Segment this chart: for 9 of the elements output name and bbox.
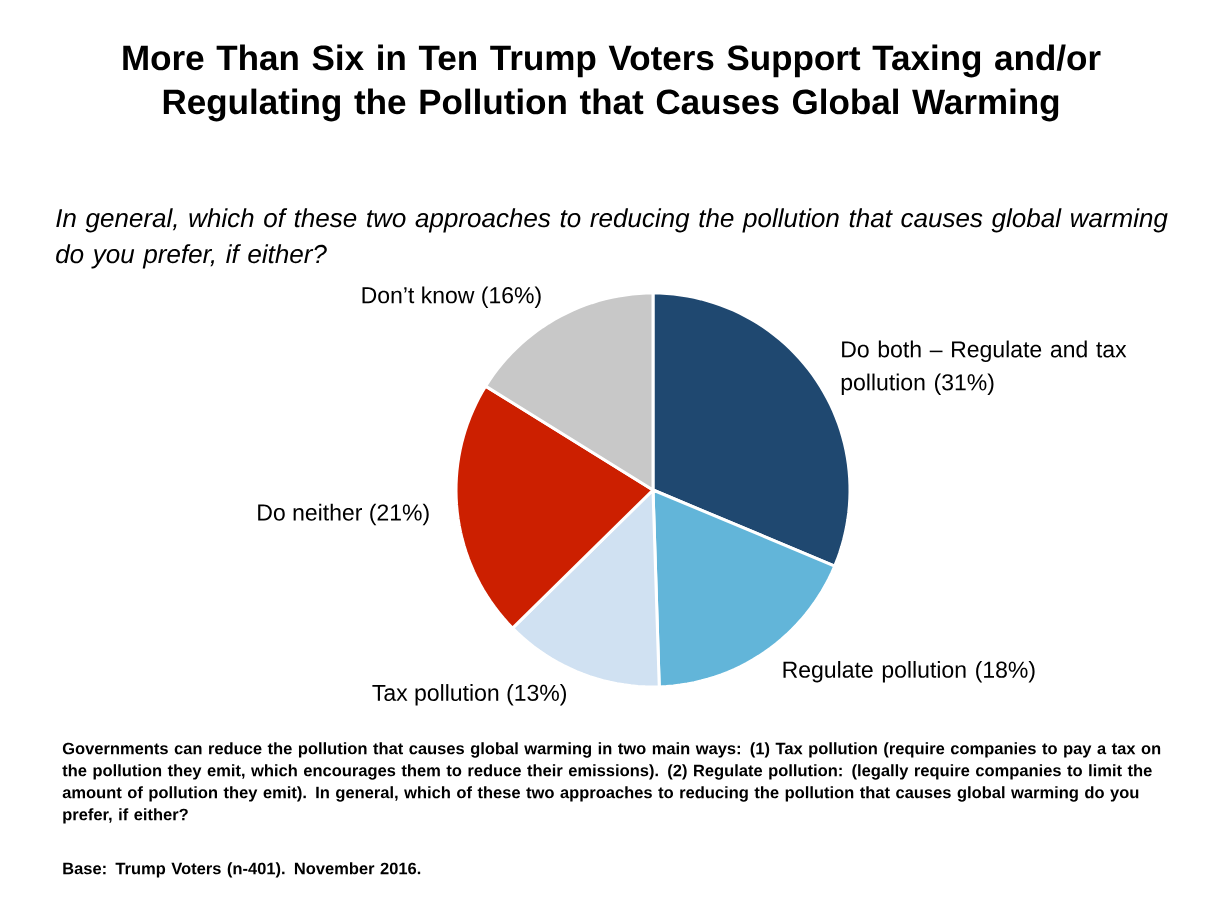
chart-subtitle: In general, which of these two approaches to reducing the pollution that causes global warming do you prefer, if either? — [56, 208, 1168, 269]
slice-label: Do neither (21%) — [258, 503, 429, 526]
slice-label: Don’t know (16%) — [362, 286, 541, 308]
slice-label: Tax pollution (13%) — [372, 684, 566, 706]
text: Governments can reduce the pollution that causes global warming in two main ways: (1) Tax pollution (require companies to pay a tax on the pollution they emit, which encourages them to reduce their emissions). (2) Regulate pollution: (legally require companies to limit the amount of pollution they emit). In general, which of these two approaches to reducing the pollution that causes global warming do you prefer, if either? — [62, 742, 1161, 824]
text: Base: Trump Voters (n-401). November 2016. — [63, 862, 421, 878]
chart-title: More Than Six in Ten Trump Voters Support Taxing and/or Regulating the Pollution that Causes Global Warming — [123, 44, 1101, 122]
slice-label: Do both – Regulate and tax pollution (31%) — [841, 340, 1127, 396]
slice-label: Regulate pollution (18%) — [783, 660, 1035, 683]
